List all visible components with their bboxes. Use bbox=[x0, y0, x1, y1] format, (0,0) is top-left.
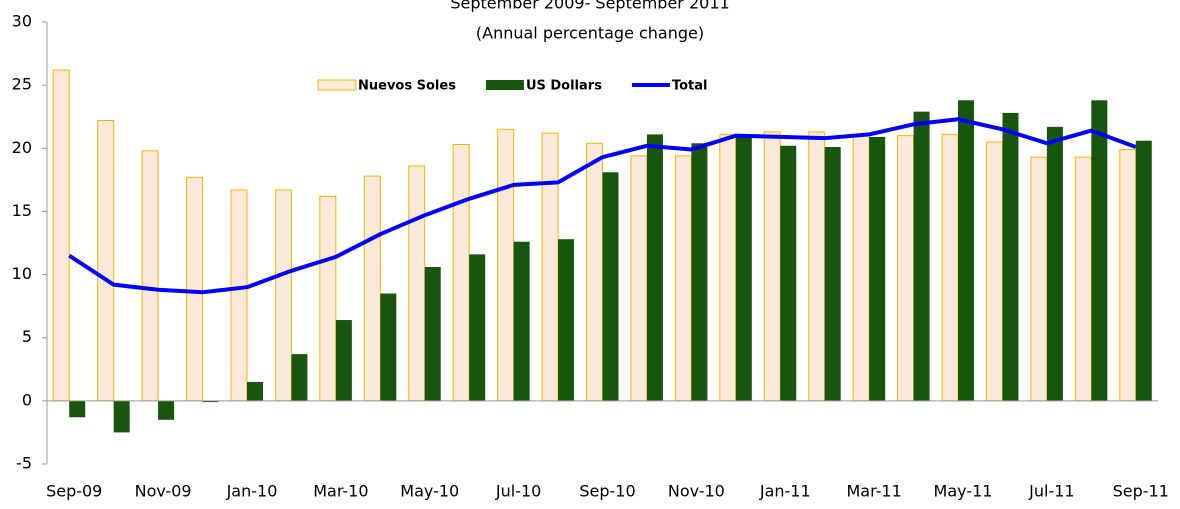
x-tick-label: May-10 bbox=[400, 482, 459, 501]
bar bbox=[586, 142, 603, 402]
legend-label: US Dollars bbox=[526, 79, 602, 94]
x-tick-label: Jul-10 bbox=[495, 482, 541, 501]
bar bbox=[469, 254, 486, 401]
bar bbox=[735, 135, 752, 401]
bar bbox=[780, 145, 797, 401]
bar bbox=[646, 134, 663, 401]
bar bbox=[52, 69, 70, 402]
bar bbox=[808, 131, 826, 402]
bar bbox=[630, 155, 648, 402]
x-tick-label: Sep-09 bbox=[46, 482, 102, 501]
bar bbox=[869, 136, 886, 401]
y-tick-label: 10 bbox=[12, 264, 32, 283]
bar bbox=[719, 133, 737, 402]
bar bbox=[691, 143, 708, 401]
bar bbox=[274, 189, 292, 402]
bar bbox=[674, 155, 692, 402]
bar bbox=[602, 172, 619, 401]
bar bbox=[985, 141, 1003, 402]
bar bbox=[158, 400, 175, 420]
bar bbox=[941, 133, 959, 402]
bar bbox=[852, 135, 870, 402]
bar bbox=[513, 241, 530, 401]
legend-swatch bbox=[485, 80, 524, 90]
bar bbox=[230, 189, 248, 402]
legend-swatch bbox=[317, 79, 357, 91]
bar bbox=[1030, 156, 1048, 402]
bar bbox=[202, 400, 219, 403]
bar bbox=[1074, 156, 1092, 402]
x-tick-label: Jan-10 bbox=[226, 482, 278, 501]
chart-title: September 2009- September 2011 bbox=[450, 0, 729, 13]
bar bbox=[1002, 112, 1019, 401]
bar bbox=[319, 195, 337, 402]
bar bbox=[1135, 140, 1152, 401]
bar bbox=[558, 239, 575, 401]
legend-label: Nuevos Soles bbox=[358, 79, 456, 94]
bar bbox=[824, 147, 841, 401]
bar bbox=[452, 143, 470, 402]
y-tick-label: 5 bbox=[22, 327, 32, 346]
bar bbox=[69, 400, 86, 418]
bar bbox=[335, 320, 352, 401]
bar bbox=[897, 135, 915, 402]
x-tick-label: Nov-10 bbox=[668, 482, 725, 501]
x-tick-label: Jan-11 bbox=[759, 482, 811, 501]
bar bbox=[1046, 126, 1063, 401]
x-tick-label: Mar-10 bbox=[313, 482, 368, 501]
bar bbox=[363, 175, 381, 402]
bar bbox=[291, 354, 308, 401]
bar bbox=[97, 120, 115, 402]
bar bbox=[541, 132, 559, 402]
bar bbox=[113, 400, 130, 433]
x-tick-label: Jul-11 bbox=[1028, 482, 1074, 501]
bar bbox=[246, 381, 263, 401]
chart-subtitle: (Annual percentage change) bbox=[476, 24, 704, 43]
bar bbox=[913, 111, 930, 401]
legend-label: Total bbox=[672, 79, 708, 94]
y-tick-label: 20 bbox=[12, 138, 32, 157]
bar bbox=[408, 165, 426, 402]
x-tick-label: Sep-10 bbox=[579, 482, 635, 501]
line bbox=[68, 117, 1137, 295]
bar bbox=[1119, 149, 1137, 402]
bar bbox=[497, 128, 515, 402]
bar bbox=[380, 293, 397, 401]
bar bbox=[186, 176, 204, 402]
y-tick-label: 15 bbox=[12, 201, 32, 220]
x-tick-label: Nov-09 bbox=[135, 482, 192, 501]
x-tick-label: Sep-11 bbox=[1113, 482, 1169, 501]
bar bbox=[763, 131, 781, 402]
y-tick-label: 25 bbox=[12, 75, 32, 94]
y-tick-label: 0 bbox=[22, 390, 32, 409]
bar bbox=[958, 100, 975, 401]
x-tick-label: May-11 bbox=[934, 482, 993, 501]
bar bbox=[141, 150, 159, 402]
bar bbox=[424, 266, 441, 401]
x-tick-label: Mar-11 bbox=[846, 482, 901, 501]
y-tick-label: 30 bbox=[12, 12, 32, 31]
bar bbox=[1091, 100, 1108, 401]
y-tick-label: -5 bbox=[16, 454, 32, 473]
